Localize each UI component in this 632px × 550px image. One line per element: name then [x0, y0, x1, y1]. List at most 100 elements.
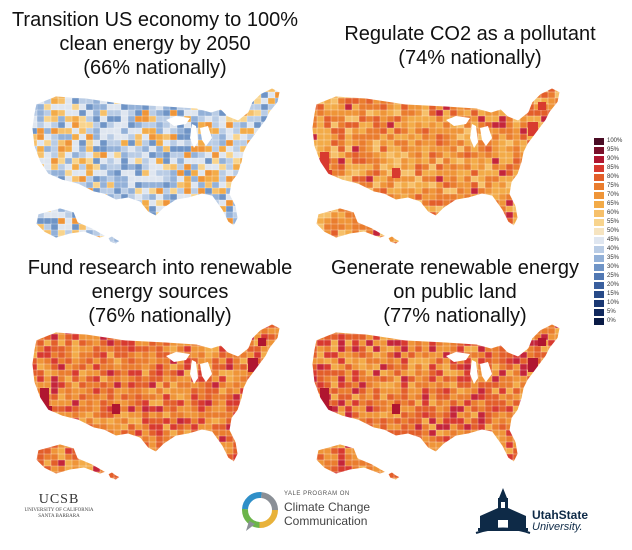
county-cell	[43, 103, 52, 111]
county-cell	[106, 103, 115, 111]
county-cell	[351, 235, 360, 243]
county-cell	[365, 477, 374, 480]
county-cell	[64, 345, 73, 353]
county-cell	[78, 369, 87, 377]
legend-label: 15%	[607, 291, 620, 297]
county-cell	[365, 181, 374, 189]
county-cell	[400, 327, 409, 335]
county-cell	[197, 163, 206, 171]
county-cell	[435, 387, 444, 395]
county-cell	[85, 351, 94, 359]
county-cell	[127, 187, 136, 195]
county-cell	[141, 127, 150, 135]
county-cell	[484, 175, 493, 183]
county-cell	[218, 133, 227, 141]
county-cell	[456, 411, 465, 419]
county-cell	[106, 145, 115, 153]
county-cell	[491, 465, 500, 473]
county-cell	[477, 345, 486, 353]
county-cell	[120, 324, 129, 329]
county-cell	[211, 375, 220, 383]
county-cell	[421, 169, 430, 177]
county-cell	[526, 405, 535, 413]
county-cell	[183, 324, 192, 329]
county-cell	[32, 241, 38, 244]
county-cell	[162, 175, 171, 183]
county-cell	[421, 411, 430, 419]
county-cell	[71, 363, 80, 371]
county-cell	[282, 466, 289, 472]
county-cell	[267, 211, 276, 219]
county-cell	[211, 91, 220, 99]
county-cell	[456, 333, 465, 341]
county-cell	[43, 447, 52, 455]
county-cell	[282, 352, 289, 358]
county-cell	[312, 205, 318, 213]
county-cell	[113, 471, 122, 479]
county-cell	[120, 423, 129, 431]
county-cell	[562, 334, 569, 340]
county-cell	[183, 199, 192, 207]
county-cell	[64, 211, 73, 219]
county-cell	[435, 157, 444, 165]
yale-climate-logo: YALE PROGRAM ON Climate Change Communica…	[240, 490, 420, 540]
county-cell	[316, 217, 325, 225]
county-cell	[428, 417, 437, 425]
county-cell	[414, 163, 423, 171]
county-cell	[456, 205, 465, 213]
county-cell	[562, 146, 569, 152]
county-cell	[197, 333, 206, 341]
county-cell	[211, 169, 220, 177]
county-cell	[526, 429, 535, 437]
county-cell	[106, 423, 115, 431]
county-cell	[407, 103, 416, 111]
county-cell	[120, 151, 129, 159]
county-cell	[470, 453, 479, 461]
county-cell	[463, 217, 472, 225]
county-cell	[113, 435, 122, 443]
county-cell	[414, 127, 423, 135]
county-cell	[127, 333, 136, 341]
county-cell	[442, 223, 451, 231]
county-cell	[323, 363, 332, 371]
county-cell	[127, 393, 136, 401]
county-cell	[512, 345, 521, 353]
county-cell	[162, 423, 171, 431]
county-cell	[498, 175, 507, 183]
county-cell	[316, 375, 325, 383]
county-cell	[71, 411, 80, 419]
county-cell	[32, 327, 38, 335]
county-cell	[162, 339, 171, 347]
county-cell	[512, 417, 521, 425]
county-cell	[379, 91, 388, 99]
county-cell	[358, 241, 367, 244]
county-cell	[71, 369, 80, 377]
county-cell	[50, 435, 59, 443]
county-cell	[505, 229, 514, 237]
great-lakes	[446, 116, 492, 148]
county-cell	[155, 375, 164, 383]
county-cell	[239, 223, 248, 231]
county-cell	[43, 459, 52, 467]
county-cell	[197, 229, 206, 237]
county-cell	[64, 151, 73, 159]
county-cell	[50, 103, 59, 111]
county-cell	[148, 477, 157, 480]
county-cell	[400, 411, 409, 419]
county-cell	[127, 387, 136, 395]
county-cell	[225, 163, 234, 171]
county-cell	[554, 181, 560, 189]
county-cell	[232, 211, 241, 219]
county-cell	[414, 405, 423, 413]
county-cell	[239, 324, 248, 329]
county-cell	[190, 223, 199, 231]
county-cell	[253, 229, 262, 237]
county-cell	[344, 115, 353, 123]
county-cell	[477, 169, 486, 177]
county-cell	[400, 163, 409, 171]
county-cell	[400, 151, 409, 159]
county-cell	[498, 471, 507, 479]
county-cell	[50, 211, 59, 219]
county-cell	[414, 205, 423, 213]
county-cell	[554, 211, 560, 219]
